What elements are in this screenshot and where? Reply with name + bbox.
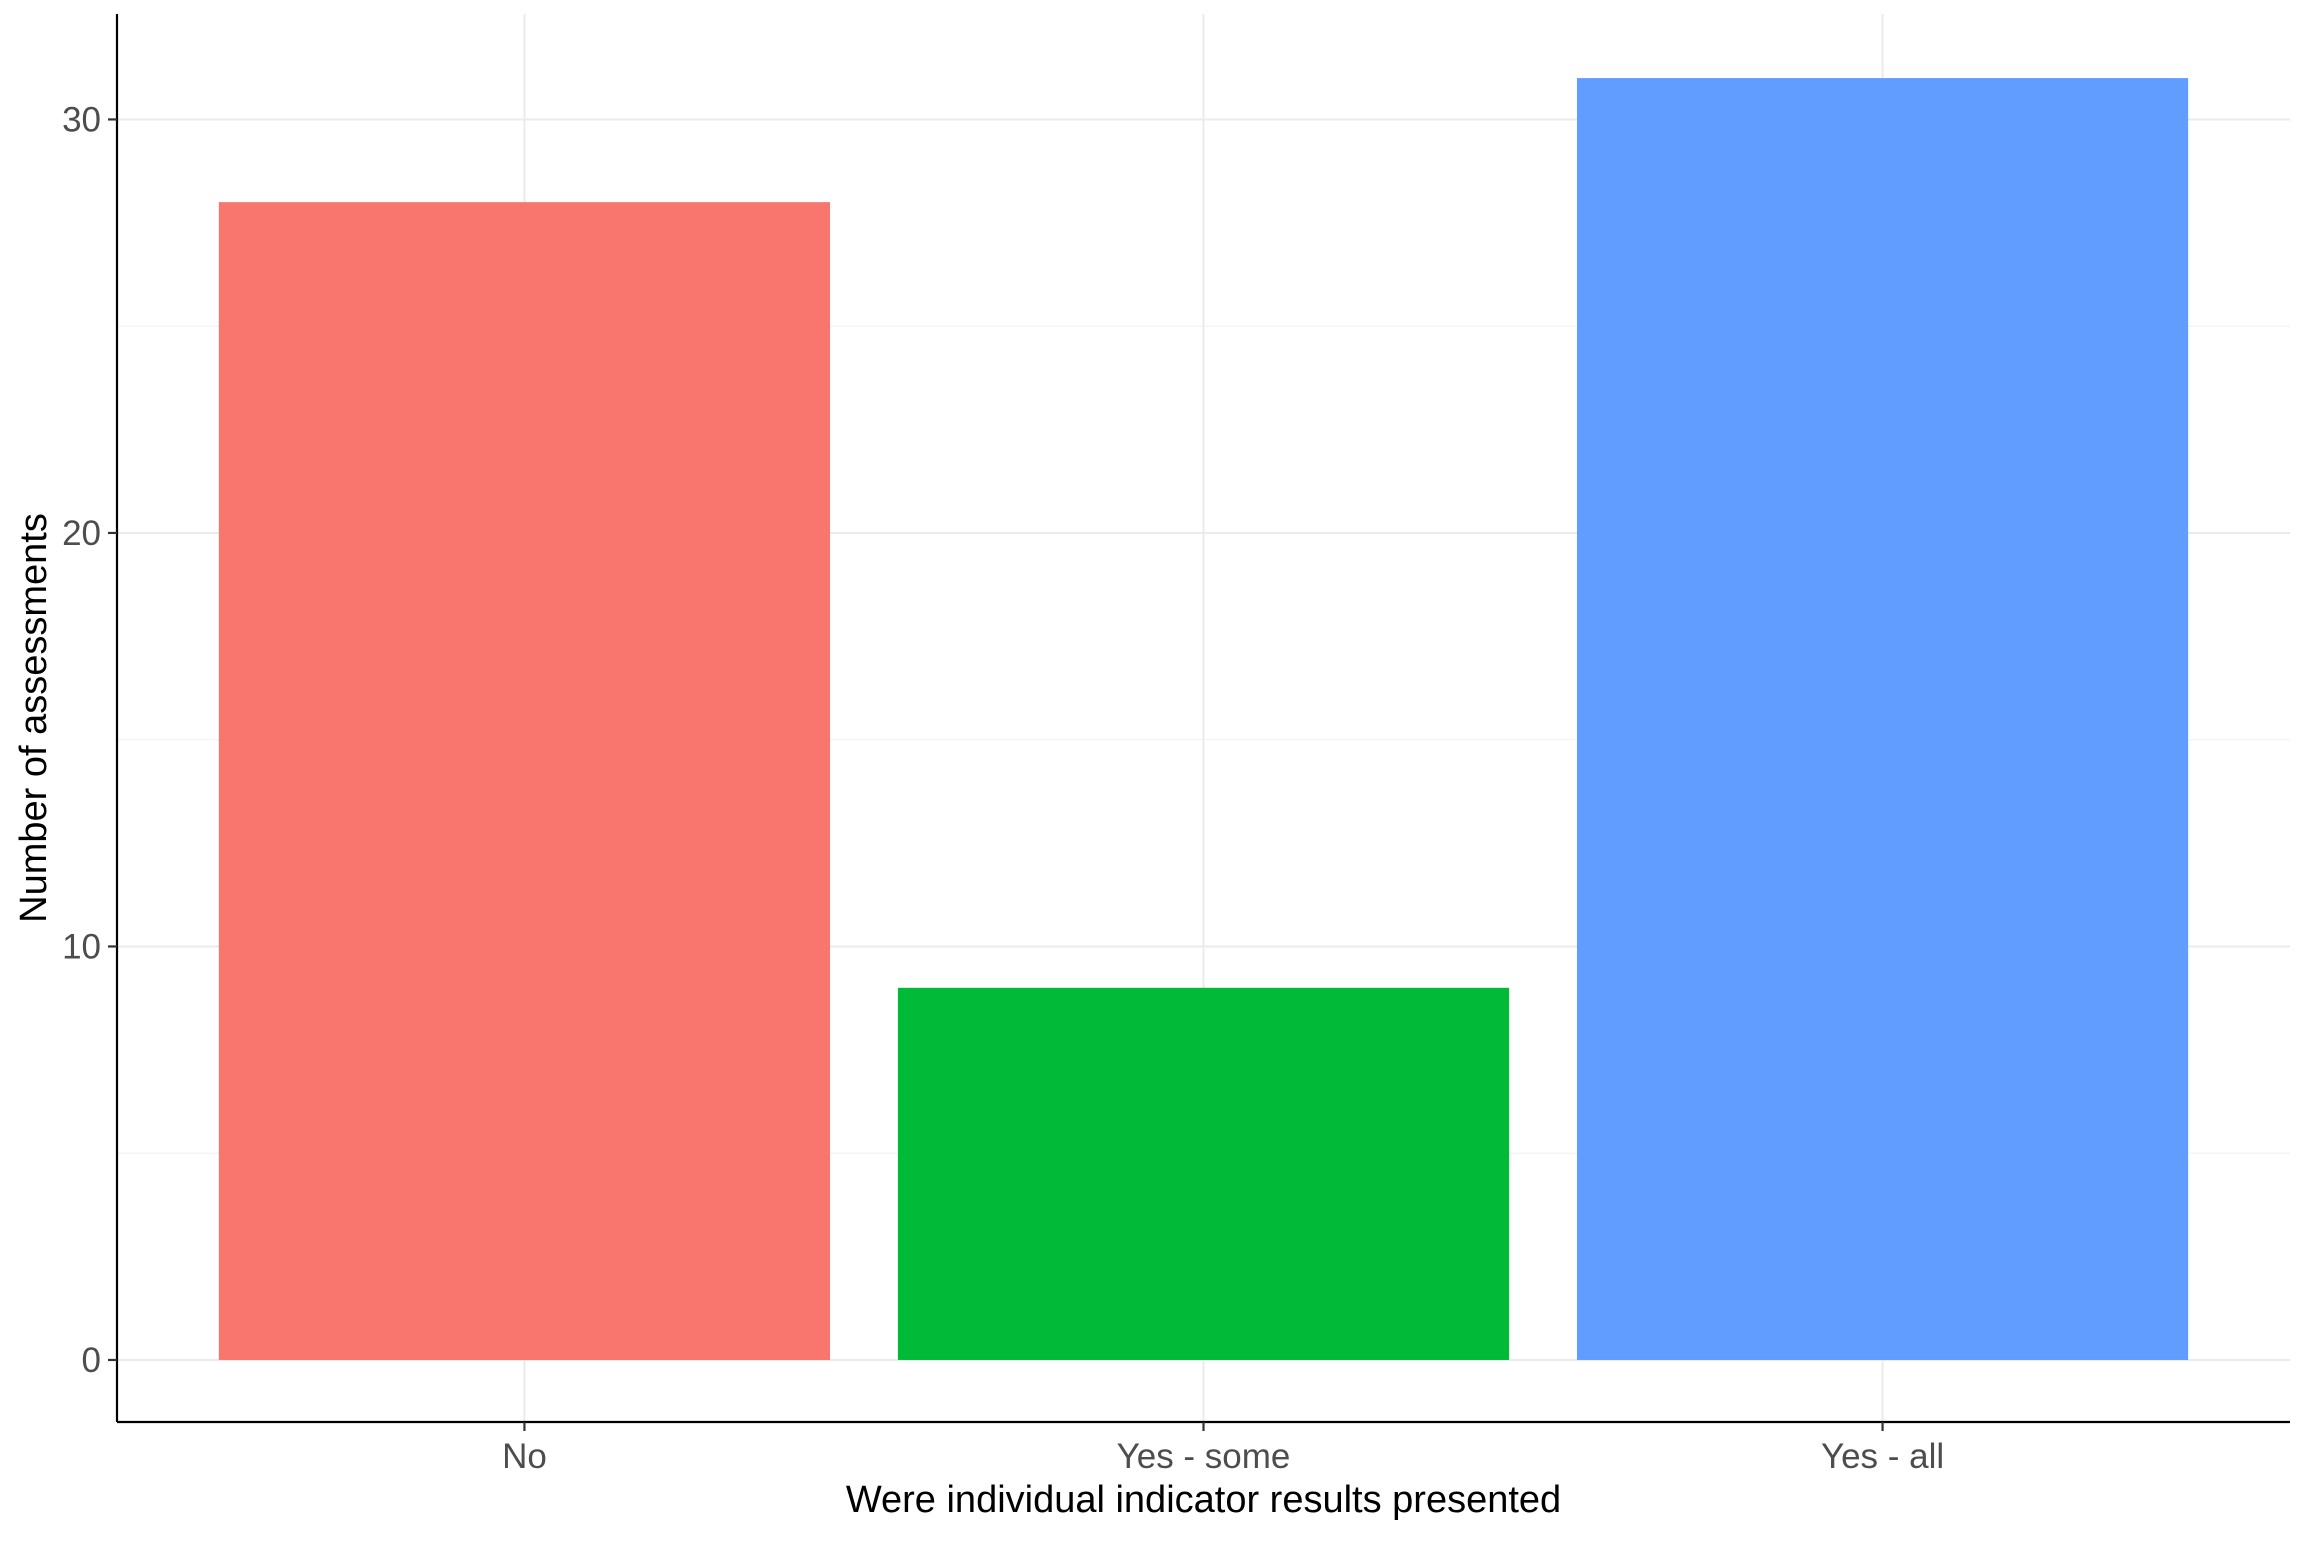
tick-layer: 0 10 20 30 No Yes - some Yes - all <box>62 100 1944 1476</box>
y-tick-label: 20 <box>62 514 101 553</box>
y-tick-label: 30 <box>62 100 101 139</box>
bar <box>218 202 831 1360</box>
x-axis-title: Were individual indicator results presen… <box>846 1479 1561 1521</box>
x-tick-label: Yes - all <box>1821 1437 1944 1476</box>
bar <box>1576 78 2189 1360</box>
y-tick-label: 0 <box>82 1341 101 1380</box>
x-tick-label: Yes - some <box>1117 1437 1291 1476</box>
y-tick-label: 10 <box>62 927 101 966</box>
y-axis-title: Number of assessments <box>13 513 55 923</box>
bar <box>897 987 1510 1360</box>
bar-layer <box>218 78 2189 1360</box>
x-tick-label: No <box>502 1437 547 1476</box>
